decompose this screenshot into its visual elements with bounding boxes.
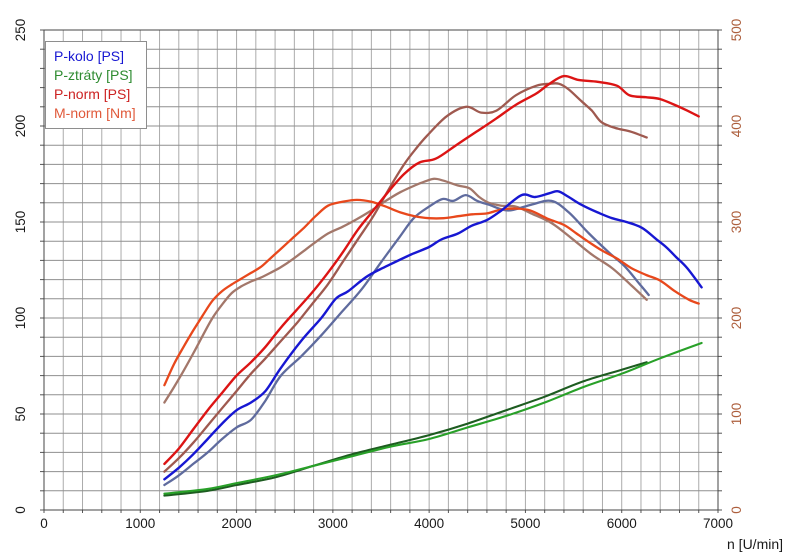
y-right-tick-label: 300 [729,211,744,234]
legend-item-p-norm: P-norm [PS] [54,86,131,102]
x-tick-label: 7000 [703,516,733,531]
curve-p-norm-run1 [163,74,700,466]
curve-p-kolo-run1 [163,189,703,481]
y-left-tick-label: 100 [13,307,28,330]
curve-p-kolo-run2 [163,193,650,487]
y-left-tick-label: 0 [13,506,28,514]
chart-legend: P-kolo [PS] P-ztráty [PS] P-norm [PS] M-… [45,41,147,129]
x-axis-title: n [U/min] [727,536,784,552]
y-left-tick-label: 150 [13,211,28,234]
x-tick-label: 5000 [510,516,540,531]
y-right-tick-label: 500 [729,19,744,42]
y-right-tick-label: 0 [729,506,744,514]
y-right-tick-label: 100 [729,403,744,426]
x-tick-label: 3000 [318,516,348,531]
x-tick-label: 1000 [125,516,155,531]
y-right-tick-label: 400 [729,115,744,138]
curve-p-norm-run2 [163,82,648,473]
y-left-tick-label: 50 [13,406,28,421]
x-tick-label: 4000 [414,516,444,531]
curve-p-ztraty-run1 [163,341,703,495]
legend-item-m-norm: M-norm [Nm] [54,105,136,121]
y-left-tick-label: 250 [13,19,28,42]
y-right-tick-label: 200 [729,307,744,330]
legend-item-p-ztraty: P-ztráty [PS] [54,67,133,83]
curve-m-norm-run2 [163,177,648,404]
x-tick-label: 6000 [607,516,637,531]
x-tick-label: 2000 [222,516,252,531]
x-tick-label: 0 [40,516,48,531]
y-left-tick-label: 200 [13,115,28,138]
legend-item-p-kolo: P-kolo [PS] [54,48,125,64]
plot-border [43,29,719,511]
curve-p-ztraty-run2 [163,361,648,497]
curve-m-norm-run1 [163,198,700,387]
